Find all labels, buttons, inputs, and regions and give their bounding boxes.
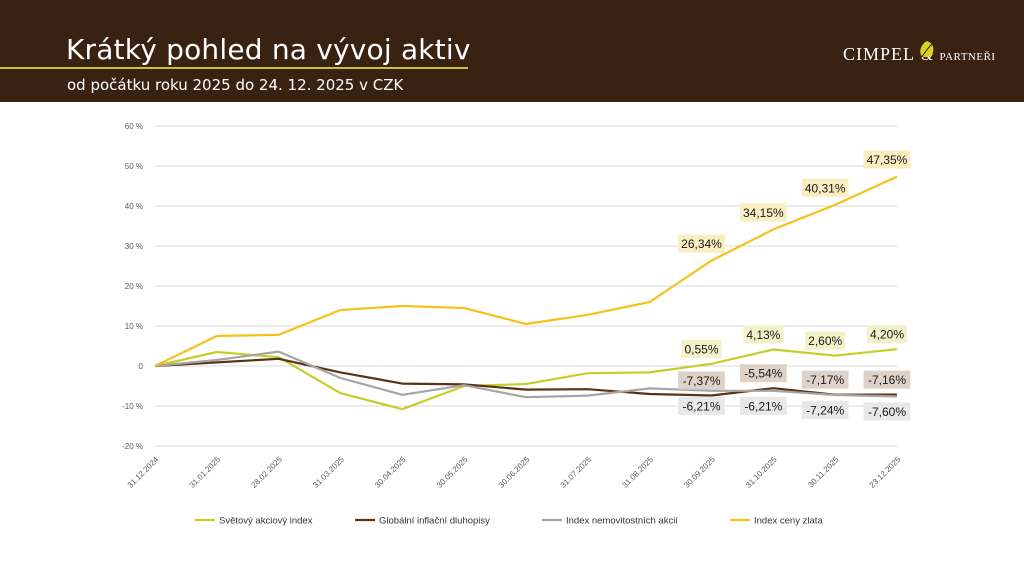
data-label: 4,13%	[746, 328, 780, 342]
data-label: -7,60%	[868, 405, 906, 419]
x-axis-labels: 31.12.2024 31.01.2025 28.02.2025 31.03.2025…	[126, 455, 903, 490]
data-label: -6,21%	[682, 399, 720, 413]
data-label: 2,60%	[808, 334, 842, 348]
x-tick-label: 31.08.2025	[620, 455, 655, 490]
header-bar: Krátký pohled na vývoj aktiv od počátku …	[0, 0, 1024, 102]
page-subtitle: od počátku roku 2025 do 24. 12. 2025 v C…	[67, 76, 404, 94]
x-tick-label: 31.01.2025	[188, 455, 223, 490]
data-label-bg	[681, 339, 722, 358]
data-label-bg	[801, 178, 849, 197]
data-label-bg	[743, 325, 784, 344]
y-tick-label: 20 %	[125, 282, 143, 291]
data-label-bg	[863, 402, 911, 421]
legend-label: Globální inflační dluhopisy	[379, 516, 490, 527]
x-tick-label: 30.09.2025	[682, 455, 717, 490]
y-axis-labels: -20 % -10 % 0 10 % 20 % 30 % 40 % 50 % 60 %	[122, 122, 143, 451]
x-tick-label: 31.10.2025	[744, 455, 779, 490]
data-label-bg	[678, 234, 725, 253]
x-tick-label: 31.03.2025	[311, 455, 346, 490]
data-label-bg	[801, 400, 849, 419]
data-label: 4,20%	[870, 328, 904, 342]
data-label: -7,37%	[682, 374, 720, 388]
x-tick-label: 30.11.2025	[806, 455, 841, 490]
data-label: 26,34%	[681, 237, 722, 251]
data-label-bg	[678, 396, 725, 415]
data-label: -7,17%	[806, 373, 844, 387]
y-tick-label: -20 %	[122, 442, 143, 451]
series-line	[154, 357, 898, 397]
data-label-bg	[805, 331, 846, 350]
data-label-bg	[739, 364, 787, 383]
y-tick-label: 60 %	[125, 122, 143, 131]
x-tick-label: 30.05.2025	[435, 455, 470, 490]
y-tick-label: 40 %	[125, 202, 143, 211]
logo-main-text: CIMPEL	[843, 44, 916, 64]
y-tick-label: 50 %	[125, 162, 143, 171]
data-label: 47,35%	[867, 153, 908, 167]
page-title: Krátký pohled na vývoj aktiv	[66, 33, 471, 66]
logo-partner-text: PARTNEŘI	[939, 51, 996, 63]
legend-label: Index nemovitostních akcií	[566, 516, 678, 527]
data-label-bg	[863, 150, 911, 169]
data-label: -5,54%	[744, 367, 782, 381]
x-tick-label: 30.06.2025	[497, 455, 532, 490]
series-line	[154, 175, 898, 367]
data-labels: 0,55% 4,13% 2,60% 4,20% -7,37% -5,54% -7,17% -7…	[678, 150, 911, 421]
series-line	[154, 348, 898, 411]
chart-legend: Světový akciový index Globální inflační d…	[195, 516, 823, 527]
x-tick-label: 30.04.2025	[373, 455, 408, 490]
title-underline	[0, 67, 468, 69]
data-label: -7,24%	[806, 403, 844, 417]
legend-label: Index ceny zlata	[754, 516, 823, 527]
x-tick-label: 31.07.2025	[559, 455, 594, 490]
data-label-bg	[801, 370, 849, 389]
y-tick-label: 0	[139, 362, 144, 371]
leaf-logo-icon	[920, 41, 934, 58]
line-chart: -20 % -10 % 0 10 % 20 % 30 % 40 % 50 % 60 % 31.1…	[122, 122, 911, 527]
legend-label: Světový akciový index	[219, 516, 313, 527]
chart-grid	[155, 125, 897, 447]
y-tick-label: 30 %	[125, 242, 143, 251]
x-tick-label: 23.12.2025	[868, 455, 903, 490]
data-label-bg	[678, 371, 725, 390]
data-label: -7,16%	[868, 373, 906, 387]
data-label: 34,15%	[743, 206, 784, 220]
y-tick-label: -10 %	[122, 402, 143, 411]
data-label: 0,55%	[684, 342, 718, 356]
data-label-bg	[867, 325, 907, 344]
data-label-bg	[863, 370, 911, 389]
y-tick-label: 10 %	[125, 322, 143, 331]
series-line	[154, 350, 898, 399]
data-label: 40,31%	[805, 181, 846, 195]
data-label-bg	[739, 396, 787, 415]
data-label-bg	[739, 203, 787, 222]
data-label: -6,21%	[744, 399, 782, 413]
x-tick-label: 31.12.2024	[126, 455, 161, 490]
series-lines	[154, 175, 898, 411]
x-tick-label: 28.02.2025	[249, 455, 284, 490]
